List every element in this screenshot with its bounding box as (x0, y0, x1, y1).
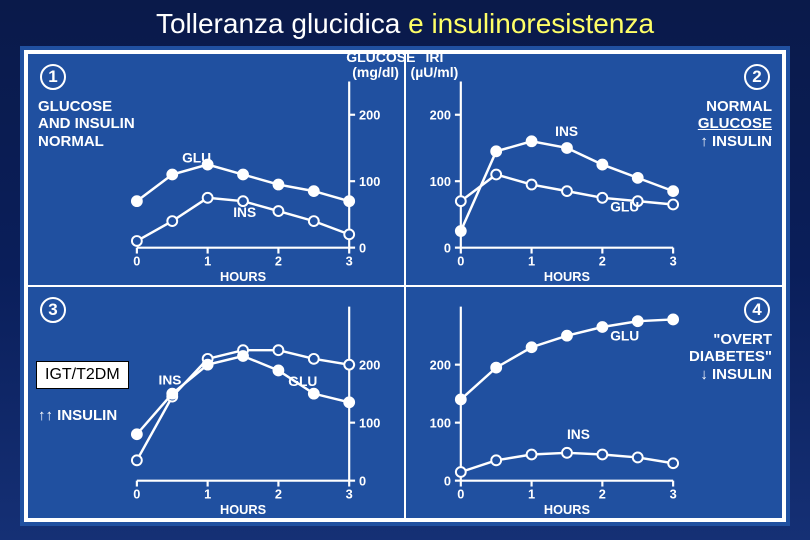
svg-text:200: 200 (359, 358, 380, 373)
svg-text:3: 3 (670, 253, 677, 268)
panel-1: 0 1 2 3 HOURS 0 100 200 GLU INS 1 GLUCOSEAND INSULI… (27, 53, 405, 286)
iri-label: IRI(µU/ml) (405, 50, 464, 81)
svg-text:0: 0 (359, 241, 366, 256)
svg-text:0: 0 (457, 486, 464, 501)
svg-text:3: 3 (346, 253, 353, 268)
panel-subtitle: GLUCOSEAND INSULINNORMAL (38, 98, 135, 150)
panel-number: 1 (40, 64, 66, 90)
panel-subtitle: ↑↑ INSULIN (38, 407, 117, 424)
svg-text:2: 2 (275, 486, 282, 501)
svg-text:2: 2 (599, 253, 606, 268)
svg-text:HOURS: HOURS (220, 269, 267, 284)
plot-svg: 0 1 2 3 HOURS 0 100 200 INS GLU (406, 54, 782, 285)
panel-4: 0 1 2 3 HOURS 0 100 200 GLU INS 4 "OVERTDIABETES"↓ … (405, 286, 783, 519)
panel-grid: 0123HOURS0100200GLUINS1GLUCOSEAND INSULI… (24, 50, 786, 522)
center-axis-labels: GLUCOSE(mg/dl)IRI(µU/ml) (345, 50, 465, 81)
svg-text:GLU: GLU (610, 200, 639, 215)
svg-text:3: 3 (346, 486, 353, 501)
svg-text:200: 200 (430, 108, 451, 123)
figure-container: 0123HOURS0100200GLUINS1GLUCOSEAND INSULI… (20, 46, 790, 526)
svg-text:GLU: GLU (182, 151, 211, 166)
svg-text:2: 2 (275, 253, 282, 268)
svg-text:0: 0 (359, 474, 366, 489)
svg-text:0: 0 (444, 474, 451, 489)
svg-text:1: 1 (204, 253, 211, 268)
svg-text:HOURS: HOURS (220, 502, 267, 517)
igt-label: IGT/T2DM (36, 361, 129, 389)
svg-text:3: 3 (670, 486, 677, 501)
svg-text:200: 200 (430, 358, 451, 373)
svg-text:200: 200 (359, 108, 380, 123)
title-part-2: e insulinoresistenza (408, 8, 654, 39)
svg-text:HOURS: HOURS (544, 502, 591, 517)
svg-text:GLU: GLU (288, 374, 317, 389)
panel-number: 2 (744, 64, 770, 90)
svg-text:INS: INS (567, 427, 590, 442)
panel-number: 4 (744, 297, 770, 323)
panel-number: 3 (40, 297, 66, 323)
page-title: Tolleranza glucidica e insulinoresistenz… (0, 0, 810, 46)
svg-text:1: 1 (528, 253, 535, 268)
svg-text:INS: INS (555, 124, 578, 139)
plot-svg: 0 1 2 3 HOURS 0 100 200 GLU INS (406, 287, 782, 518)
svg-text:1: 1 (204, 486, 211, 501)
svg-text:100: 100 (430, 174, 451, 189)
svg-text:0: 0 (133, 253, 140, 268)
plot-svg: 0 1 2 3 HOURS 0 100 200 INS GLU (28, 287, 404, 518)
panel-subtitle: NORMALGLUCOSE↑ INSULIN (698, 98, 772, 150)
svg-text:INS: INS (233, 205, 256, 220)
svg-text:0: 0 (457, 253, 464, 268)
svg-text:HOURS: HOURS (544, 269, 591, 284)
title-part-1: Tolleranza glucidica (156, 8, 408, 39)
panel-2: 0 1 2 3 HOURS 0 100 200 INS GLU 2 NORMALGLUCOSE↑ IN… (405, 53, 783, 286)
svg-text:100: 100 (430, 416, 451, 431)
glucose-label: GLUCOSE(mg/dl) (346, 50, 405, 81)
svg-text:1: 1 (528, 486, 535, 501)
panel-3: 0 1 2 3 HOURS 0 100 200 INS GLU 3 ↑↑ INSULIN IGT/T2D… (27, 286, 405, 519)
svg-text:0: 0 (133, 486, 140, 501)
svg-text:GLU: GLU (610, 329, 639, 344)
svg-text:INS: INS (158, 373, 181, 388)
svg-text:100: 100 (359, 416, 380, 431)
plot-svg: 0 1 2 3 HOURS 0 100 200 GLU INS (28, 54, 404, 285)
svg-text:0: 0 (444, 241, 451, 256)
svg-text:100: 100 (359, 174, 380, 189)
panel-subtitle: "OVERTDIABETES"↓ INSULIN (689, 331, 772, 383)
svg-text:2: 2 (599, 486, 606, 501)
